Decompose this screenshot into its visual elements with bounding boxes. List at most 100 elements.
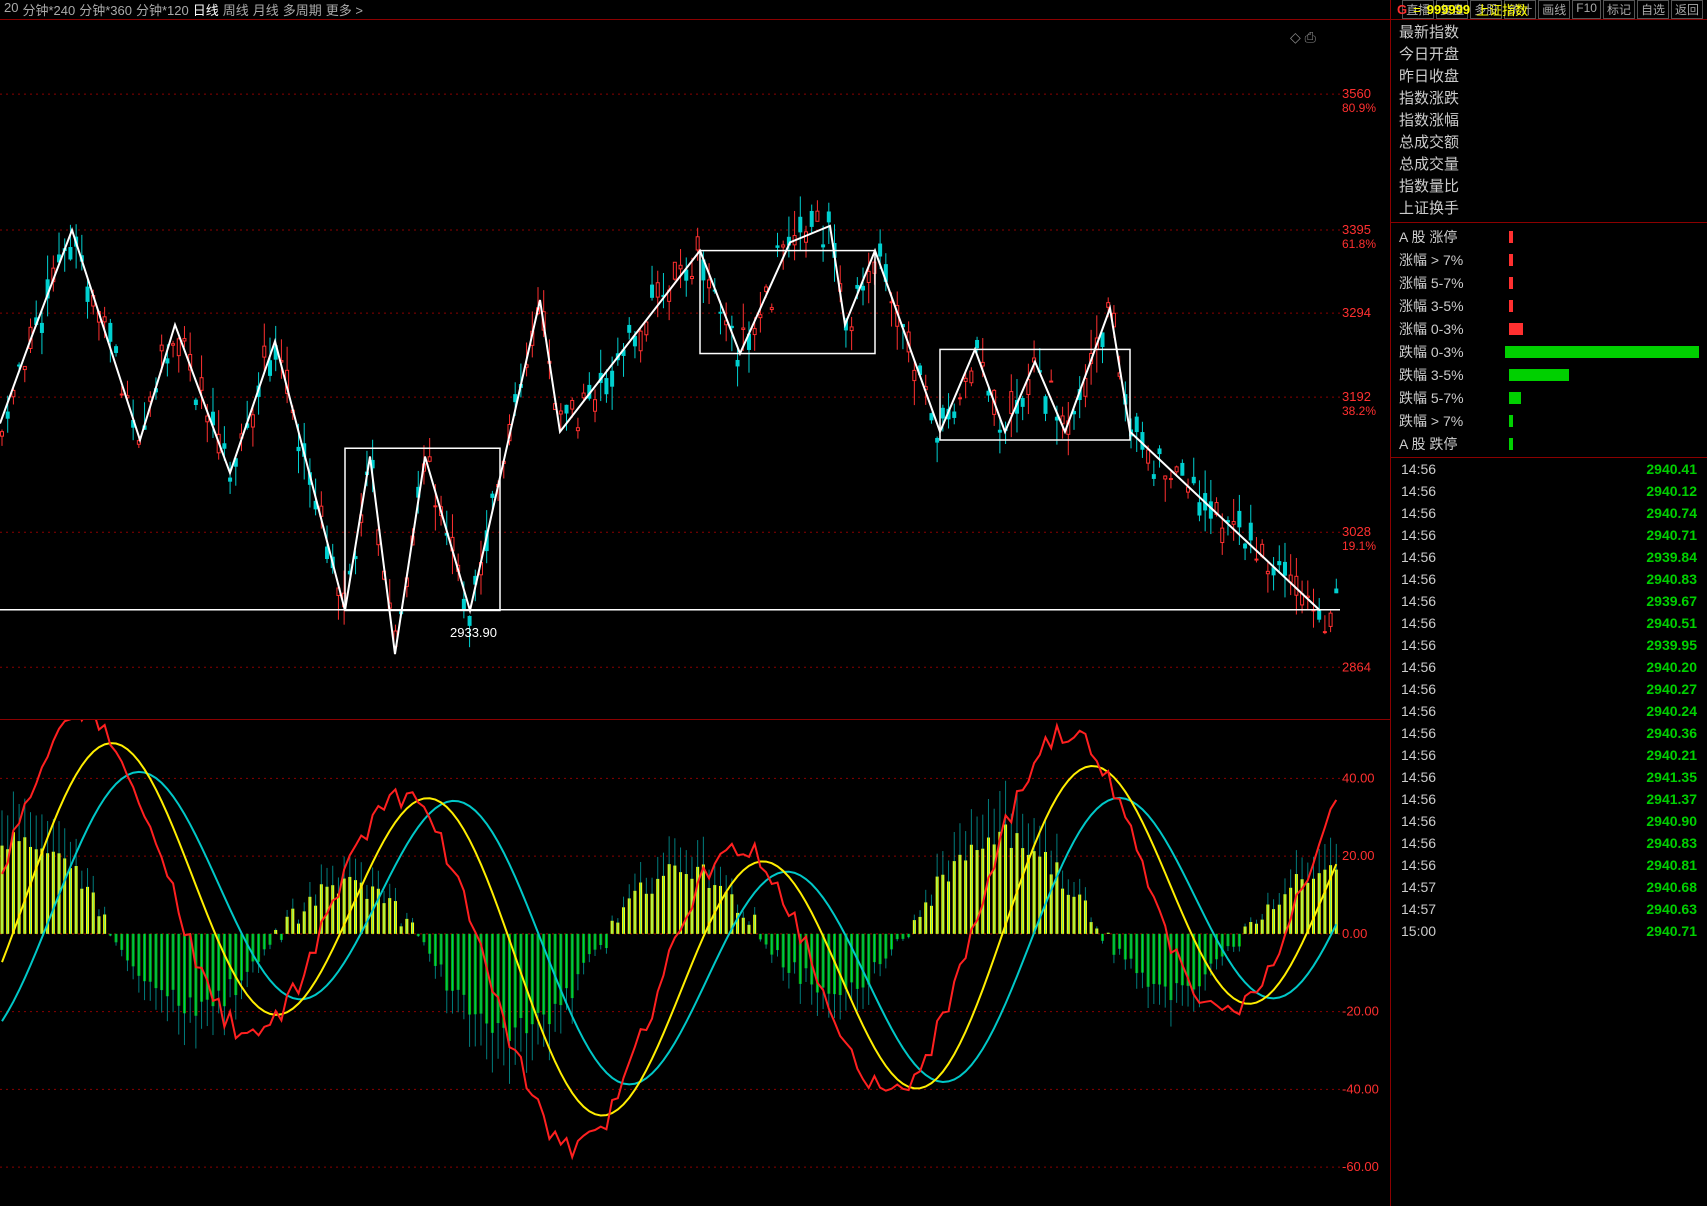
stat-label: 涨幅 0-3% (1399, 319, 1509, 339)
stat-row: 跌幅 3-5% (1391, 363, 1707, 386)
tick-value: 2940.81 (1646, 854, 1697, 876)
stat-label: 涨幅 3-5% (1399, 296, 1509, 316)
stat-bar (1509, 231, 1513, 243)
tick-value: 2940.71 (1646, 920, 1697, 942)
tick-row: 14:56 2940.27 (1391, 678, 1707, 700)
stat-bar (1509, 392, 1521, 404)
tick-value: 2940.51 (1646, 612, 1697, 634)
price-chart[interactable]: 356080.9%339561.8%3294319238.2%302819.1%… (0, 20, 1390, 720)
tick-row: 14:562939.84 (1391, 546, 1707, 568)
stat-label: 跌幅 5-7% (1399, 388, 1509, 408)
tick-value: 2940.36 (1646, 722, 1697, 744)
tick-time: 14:56 (1401, 832, 1436, 854)
tick-time: 14:56 (1401, 502, 1436, 524)
stat-label: 涨幅 > 7% (1399, 250, 1509, 270)
period-tab[interactable]: 分钟*360 (79, 0, 132, 19)
tick-row: 14:56 2940.90 (1391, 810, 1707, 832)
tick-value: 2940.41 (1646, 458, 1697, 480)
period-tab[interactable]: 多周期 (283, 0, 322, 19)
tick-value: 2940.20 (1646, 656, 1697, 678)
tick-value: 2940.83 (1646, 568, 1697, 590)
tick-time: 14:56 (1401, 766, 1436, 788)
info-row: 昨日收盘 (1399, 66, 1699, 88)
tick-time: 14:56 (1401, 634, 1436, 656)
tick-value: 2940.63 (1646, 898, 1697, 920)
tick-value: 2940.27 (1646, 678, 1697, 700)
period-tab[interactable]: 20 (4, 0, 18, 19)
svg-text:-40.00: -40.00 (1342, 1081, 1379, 1096)
tick-time: 14:56 (1401, 590, 1436, 612)
tick-time: 15:00 (1401, 920, 1436, 942)
period-tab[interactable]: 分钟*240 (22, 0, 75, 19)
period-tab[interactable]: 分钟*120 (136, 0, 189, 19)
indicator-chart[interactable]: 40.0020.000.00-20.00-40.00-60.00 (0, 720, 1390, 1206)
stat-label: 涨幅 5-7% (1399, 273, 1509, 293)
tick-row: 14:56 2940.20 (1391, 656, 1707, 678)
svg-text:40.00: 40.00 (1342, 770, 1375, 785)
tick-time: 14:56 (1401, 524, 1436, 546)
period-tab[interactable]: 月线 (253, 0, 279, 19)
stat-row: 涨幅 0-3% (1391, 317, 1707, 340)
tick-value: 2941.37 (1646, 788, 1697, 810)
tick-value: 2940.24 (1646, 700, 1697, 722)
tick-row: 14:56 2939.95 (1391, 634, 1707, 656)
tick-time: 14:57 (1401, 898, 1436, 920)
svg-text:-60.00: -60.00 (1342, 1159, 1379, 1174)
code-eq: = (1413, 2, 1421, 17)
tick-value: 2939.84 (1646, 546, 1697, 568)
tick-row: 14:562940.12 (1391, 480, 1707, 502)
info-row: 总成交额 (1399, 132, 1699, 154)
stat-row: 跌幅 0-3% (1391, 340, 1707, 363)
tick-time: 14:56 (1401, 656, 1436, 678)
stat-bar (1509, 415, 1513, 427)
tick-value: 2939.95 (1646, 634, 1697, 656)
tick-time: 14:56 (1401, 612, 1436, 634)
symbol-header[interactable]: G = 999999 上证指数 (1391, 0, 1707, 20)
stat-bar (1509, 277, 1513, 289)
chart-area: 356080.9%339561.8%3294319238.2%302819.1%… (0, 20, 1390, 1206)
tick-list[interactable]: 14:562940.4114:562940.1214:562940.7414:5… (1391, 458, 1707, 942)
stat-bar (1509, 254, 1513, 266)
svg-text:2864: 2864 (1342, 659, 1371, 674)
tick-time: 14:56 (1401, 678, 1436, 700)
info-row: 总成交量 (1399, 154, 1699, 176)
tick-time: 14:56 (1401, 854, 1436, 876)
tick-time: 14:57 (1401, 876, 1436, 898)
tick-time: 14:56 (1401, 722, 1436, 744)
info-row: 指数涨幅 (1399, 110, 1699, 132)
stat-label: 跌幅 3-5% (1399, 365, 1509, 385)
tick-time: 14:56 (1401, 458, 1436, 480)
tick-value: 2941.35 (1646, 766, 1697, 788)
svg-text:3294: 3294 (1342, 305, 1371, 320)
tick-row: 14:562940.74 (1391, 502, 1707, 524)
tick-time: 14:56 (1401, 568, 1436, 590)
svg-text:3028: 3028 (1342, 524, 1371, 539)
quote-info: 最新指数今日开盘昨日收盘指数涨跌指数涨幅总成交额总成交量指数量比上证换手 (1391, 20, 1707, 222)
period-tab[interactable]: 周线 (223, 0, 249, 19)
stat-row: 跌幅 > 7% (1391, 409, 1707, 432)
stat-label: A 股 跌停 (1399, 434, 1509, 454)
tick-row: 14:562940.83 (1391, 832, 1707, 854)
tick-row: 14:572940.68 (1391, 876, 1707, 898)
stat-row: 跌幅 5-7% (1391, 386, 1707, 409)
svg-text:-20.00: -20.00 (1342, 1004, 1379, 1019)
tick-row: 14:56 2940.81 (1391, 854, 1707, 876)
info-row: 今日开盘 (1399, 44, 1699, 66)
tick-value: 2940.71 (1646, 524, 1697, 546)
tick-value: 2939.67 (1646, 590, 1697, 612)
tick-row: 14:56 2940.36 (1391, 722, 1707, 744)
tick-time: 14:56 (1401, 700, 1436, 722)
stat-row: 涨幅 5-7% (1391, 271, 1707, 294)
svg-text:3192: 3192 (1342, 389, 1371, 404)
info-row: 指数涨跌 (1399, 88, 1699, 110)
code-prefix: G (1397, 2, 1407, 17)
svg-text:38.2%: 38.2% (1342, 404, 1376, 418)
tick-time: 14:56 (1401, 810, 1436, 832)
tick-row: 14:56 2940.71 (1391, 524, 1707, 546)
info-row: 最新指数 (1399, 22, 1699, 44)
tick-value: 2940.12 (1646, 480, 1697, 502)
period-tab[interactable]: 日线 (193, 0, 219, 19)
period-tab[interactable]: 更多 > (326, 0, 363, 19)
stat-row: 涨幅 > 7% (1391, 248, 1707, 271)
tick-value: 2940.90 (1646, 810, 1697, 832)
